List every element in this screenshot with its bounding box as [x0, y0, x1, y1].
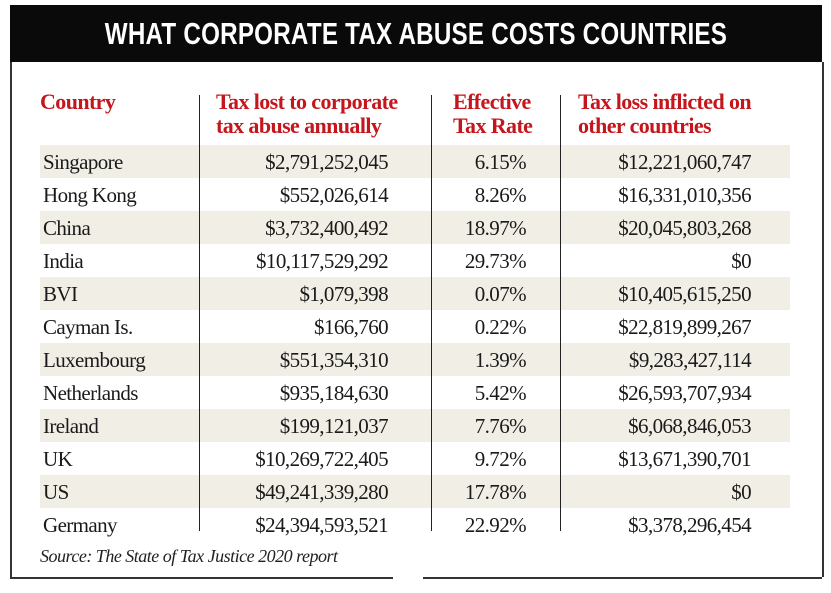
header-line: Tax loss inflicted on: [578, 89, 752, 114]
table-row: Cayman Is. $166,760 0.22% $22,819,899,267: [40, 310, 790, 343]
table-row: US $49,241,339,280 17.78% $0: [40, 475, 790, 508]
header-line: Effective: [453, 89, 531, 114]
chart-title: WHAT CORPORATE TAX ABUSE COSTS COUNTRIES: [104, 15, 728, 51]
table-row: China $3,732,400,492 18.97% $20,045,803,268: [40, 211, 790, 244]
cell-tax-inflicted: $0: [731, 480, 751, 504]
header-line: Country: [40, 89, 116, 114]
cell-effective-rate: 9.72%: [474, 447, 527, 471]
cell-tax-lost: $2,791,252,045: [265, 150, 388, 174]
cell-tax-inflicted: $26,593,707,934: [618, 381, 751, 405]
cell-effective-rate: 6.15%: [474, 150, 527, 174]
cell-tax-inflicted: $6,068,846,053: [628, 414, 751, 438]
cell-tax-inflicted: $20,045,803,268: [618, 216, 751, 240]
table-row: Germany $24,394,593,521 22.92% $3,378,296,4…: [40, 508, 790, 541]
cell-tax-inflicted: $3,378,296,454: [628, 513, 751, 537]
cell-tax-inflicted: $10,405,615,250: [618, 282, 751, 306]
column-divider: [560, 95, 561, 531]
table-row: Singapore $2,791,252,045 6.15% $12,221,060,…: [40, 145, 790, 178]
column-divider: [431, 95, 432, 531]
cell-country: UK: [43, 447, 73, 471]
cell-country: Luxembourg: [43, 348, 146, 372]
cell-country: Hong Kong: [43, 183, 137, 207]
cell-tax-lost: $551,354,310: [279, 348, 389, 372]
cell-country: Cayman Is.: [43, 315, 133, 339]
header-tax-lost: Tax lost to corporate tax abuse annually: [216, 90, 398, 138]
cell-tax-inflicted: $12,221,060,747: [618, 150, 751, 174]
header-line: Tax Rate: [453, 113, 533, 138]
cell-tax-inflicted: $9,283,427,114: [628, 348, 752, 372]
cell-effective-rate: 8.26%: [474, 183, 527, 207]
cell-country: US: [43, 480, 69, 504]
header-line: Tax lost to corporate: [216, 89, 398, 114]
cell-tax-inflicted: $22,819,899,267: [618, 315, 751, 339]
cell-effective-rate: 22.92%: [464, 513, 527, 537]
cell-tax-lost: $166,760: [314, 315, 389, 339]
header-country: Country: [40, 89, 116, 114]
table-row: UK $10,269,722,405 9.72% $13,671,390,701: [40, 442, 790, 475]
cell-tax-lost: $199,121,037: [279, 414, 389, 438]
cell-effective-rate: 7.76%: [474, 414, 527, 438]
title-bar: WHAT CORPORATE TAX ABUSE COSTS COUNTRIES: [10, 5, 822, 62]
table-row: India $10,117,529,292 29.73% $0: [40, 244, 790, 277]
cell-effective-rate: 0.07%: [474, 282, 527, 306]
cell-country: Netherlands: [43, 381, 138, 405]
cell-tax-lost: $49,241,339,280: [255, 480, 388, 504]
cell-tax-inflicted: $16,331,010,356: [618, 183, 751, 207]
cell-tax-lost: $24,394,593,521: [255, 513, 388, 537]
cell-tax-lost: $10,269,722,405: [255, 447, 388, 471]
table-frame: [10, 62, 824, 577]
cell-country: China: [43, 216, 91, 240]
cell-tax-lost: $3,732,400,492: [265, 216, 388, 240]
cell-country: Germany: [43, 513, 118, 537]
header-effective-rate: Effective Tax Rate: [453, 89, 533, 138]
cell-tax-inflicted: $13,671,390,701: [618, 447, 751, 471]
column-divider: [199, 95, 200, 531]
cell-country: India: [43, 249, 84, 273]
header-tax-inflicted: Tax loss inflicted on other countries: [578, 89, 752, 138]
table-row: Luxembourg $551,354,310 1.39% $9,283,427,11…: [40, 343, 790, 376]
header-line: other countries: [578, 113, 712, 138]
cell-country: Ireland: [43, 414, 99, 438]
bottom-border-right: [423, 577, 822, 579]
cell-tax-lost: $935,184,630: [279, 381, 389, 405]
bottom-border-left: [10, 577, 393, 579]
cell-effective-rate: 18.97%: [464, 216, 527, 240]
cell-tax-lost: $10,117,529,292: [256, 249, 389, 273]
cell-tax-lost: $1,079,398: [299, 282, 388, 306]
cell-effective-rate: 29.73%: [464, 249, 527, 273]
table-row: BVI $1,079,398 0.07% $10,405,615,250: [40, 277, 790, 310]
source-note: Source: The State of Tax Justice 2020 re…: [40, 546, 338, 566]
header-line: tax abuse annually: [216, 113, 382, 138]
table-row: Netherlands $935,184,630 5.42% $26,593,707,…: [40, 376, 790, 409]
table-row: Ireland $199,121,037 7.76% $6,068,846,053: [40, 409, 790, 442]
cell-tax-inflicted: $0: [731, 249, 751, 273]
cell-tax-lost: $552,026,614: [279, 183, 389, 207]
cell-effective-rate: 5.42%: [474, 381, 527, 405]
table-row: Hong Kong $552,026,614 8.26% $16,331,010,35…: [40, 178, 790, 211]
cell-country: Singapore: [43, 150, 123, 174]
cell-country: BVI: [43, 282, 78, 306]
cell-effective-rate: 0.22%: [474, 315, 527, 339]
cell-effective-rate: 1.39%: [474, 348, 527, 372]
cell-effective-rate: 17.78%: [464, 480, 527, 504]
